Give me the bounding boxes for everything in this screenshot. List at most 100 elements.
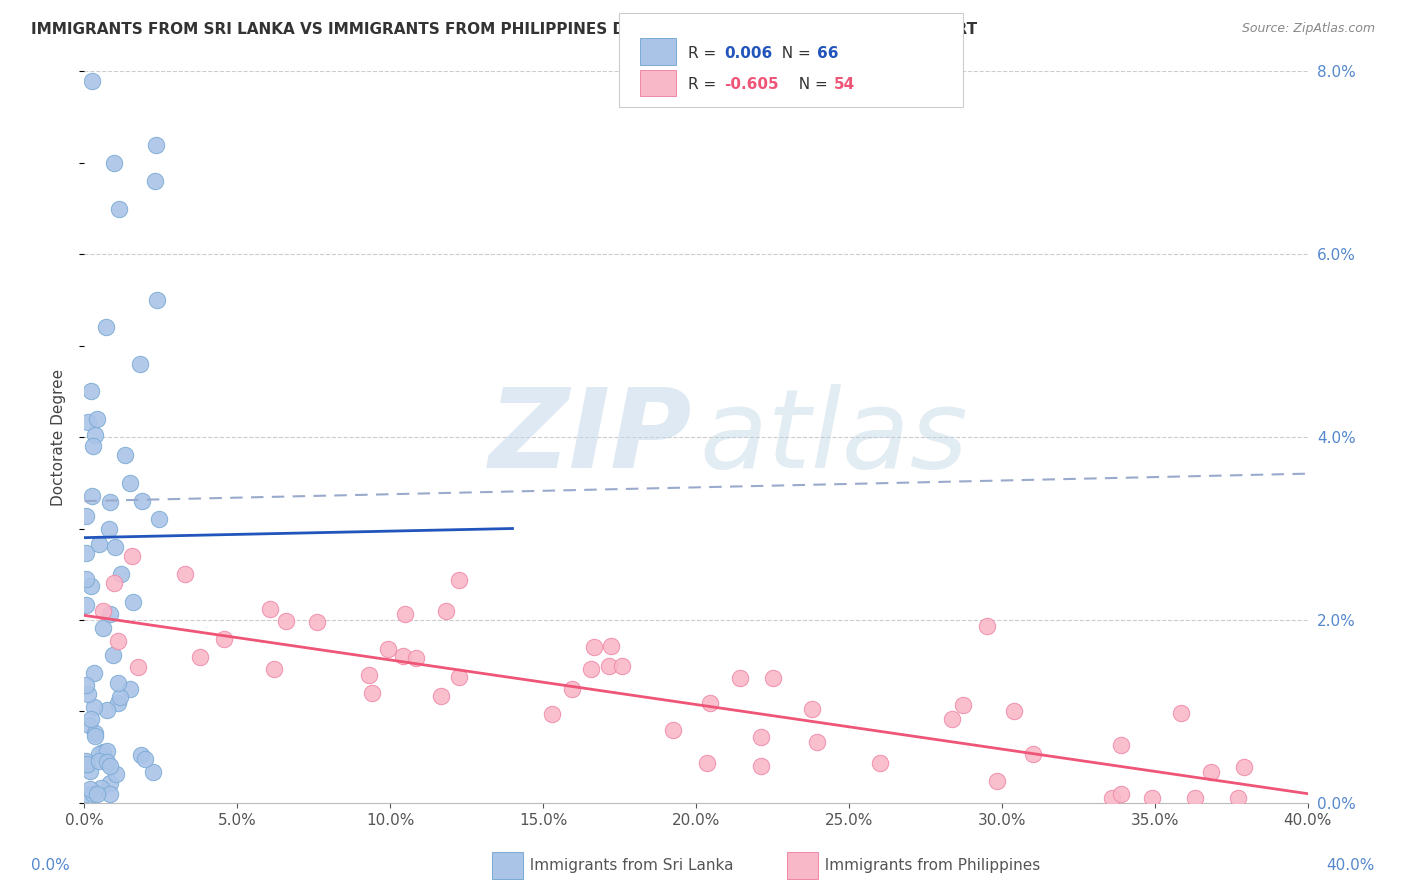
Text: 0.0%: 0.0% [31,858,70,872]
Point [97,521,120,535]
Point [121,549,143,563]
Point [582,640,605,654]
Text: atlas: atlas [700,384,969,491]
Point [1109,738,1132,752]
Point [1184,791,1206,805]
Point [90,780,112,795]
Point [394,607,416,621]
Point [108,202,131,216]
Point [108,690,131,705]
Text: Immigrants from Philippines: Immigrants from Philippines [815,858,1040,872]
Text: -0.605: -0.605 [724,78,779,92]
Text: R =: R = [688,46,721,61]
Point [86,412,108,426]
Point [128,357,150,371]
Point [83,700,105,714]
Point [1022,747,1045,761]
Text: Immigrants from Sri Lanka: Immigrants from Sri Lanka [520,858,734,872]
Point [75,508,97,523]
Point [869,756,891,770]
Point [377,641,399,656]
Point [579,662,602,676]
Point [174,567,197,582]
Point [75,754,97,768]
Point [361,686,384,700]
Point [696,756,718,770]
Text: 0.006: 0.006 [724,46,772,61]
Point [1111,788,1133,802]
Point [103,155,125,169]
Point [87,747,110,761]
Point [83,730,105,744]
Point [98,495,121,509]
Point [120,475,142,490]
Point [263,662,285,676]
Point [75,572,97,586]
Point [76,757,98,772]
Point [405,650,427,665]
Point [561,682,583,697]
Point [541,706,564,721]
Point [75,678,97,692]
Point [430,689,453,703]
Point [104,540,127,554]
Point [127,660,149,674]
Point [1232,760,1254,774]
Point [142,765,165,780]
Point [1002,704,1025,718]
Point [434,603,457,617]
Point [82,439,104,453]
Point [96,755,118,769]
Y-axis label: Doctorate Degree: Doctorate Degree [51,368,66,506]
Point [86,787,108,801]
Point [98,787,121,801]
Point [98,759,121,773]
Point [276,615,298,629]
Point [82,787,104,801]
Point [91,621,114,635]
Text: IMMIGRANTS FROM SRI LANKA VS IMMIGRANTS FROM PHILIPPINES DOCTORATE DEGREE CORREL: IMMIGRANTS FROM SRI LANKA VS IMMIGRANTS … [31,22,977,37]
Point [1170,706,1192,720]
Point [107,634,129,648]
Point [307,615,329,630]
Point [699,696,721,710]
Point [143,174,166,188]
Point [986,774,1008,789]
Point [83,665,105,680]
Point [145,137,167,152]
Point [1140,791,1163,805]
Point [87,537,110,551]
Point [94,320,117,334]
Point [87,754,110,768]
Point [79,782,101,797]
Point [976,618,998,632]
Point [107,696,129,710]
Point [79,718,101,732]
Point [1227,791,1250,805]
Point [120,681,142,696]
Point [449,574,471,588]
Point [75,598,97,612]
Point [105,767,128,781]
Point [662,723,685,737]
Point [600,639,623,653]
Text: N =: N = [789,78,832,92]
Text: R =: R = [688,78,721,92]
Point [98,607,121,621]
Point [84,726,107,740]
Point [77,415,100,429]
Point [101,648,124,663]
Point [146,293,169,307]
Point [110,567,132,582]
Point [80,579,103,593]
Point [1199,765,1222,780]
Point [98,776,121,790]
Point [749,758,772,772]
Point [761,671,783,685]
Point [75,546,97,560]
Point [80,73,103,87]
Point [129,747,152,762]
Point [212,632,235,646]
Point [122,595,145,609]
Point [76,687,98,701]
